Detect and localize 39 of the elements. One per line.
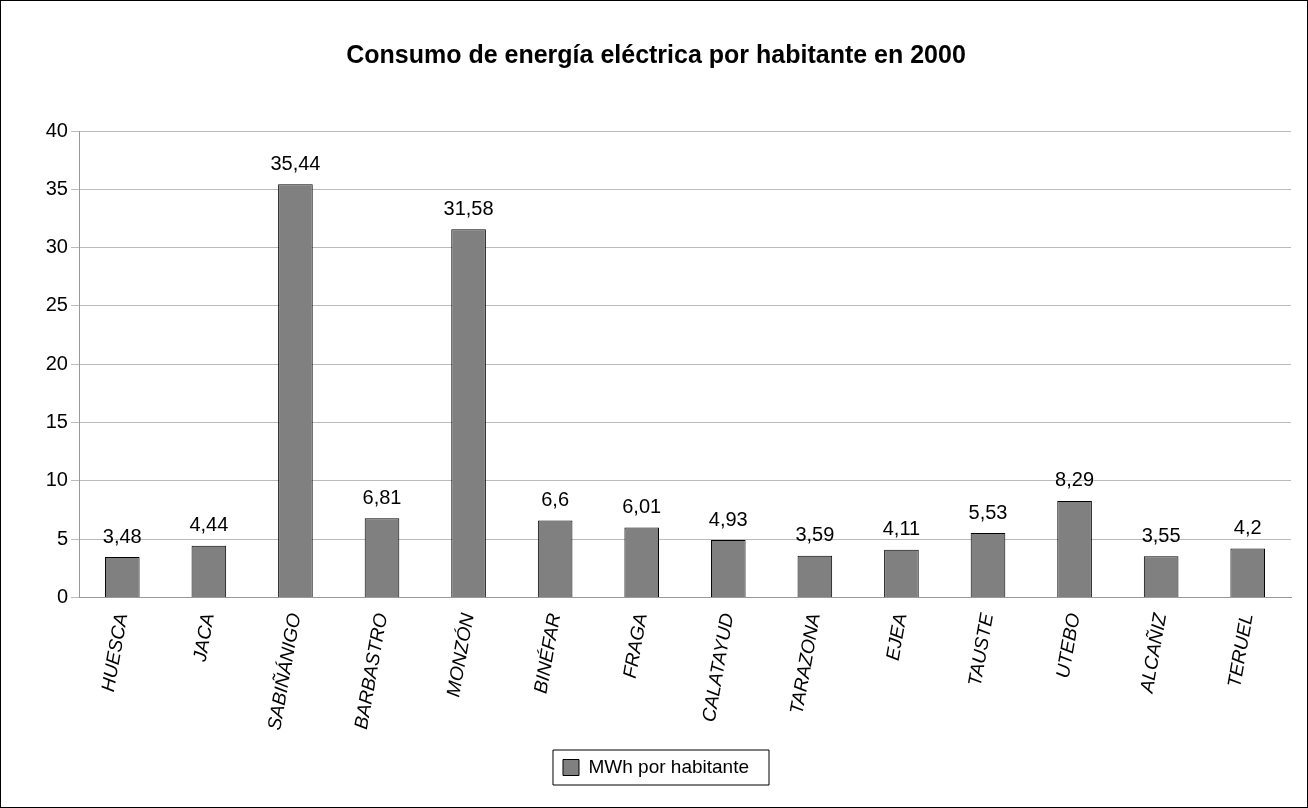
data-label: 4,93 [708, 507, 748, 530]
data-label: 4,2 [1233, 516, 1262, 539]
y-tick-label: 15 [45, 410, 68, 433]
y-tick-label: 40 [45, 118, 68, 141]
x-tick-label: MONZÓN [442, 611, 478, 699]
x-tick-label: UTEBO [1051, 611, 1084, 680]
y-tick-label: 20 [45, 351, 68, 374]
data-label: 3,48 [102, 524, 142, 547]
data-label: 31,58 [443, 196, 494, 219]
x-tick-label: JACA [188, 611, 218, 664]
x-tick-label: TERUEL [1223, 611, 1257, 690]
y-tick-label: 30 [45, 235, 68, 258]
y-tick-label: 25 [45, 293, 68, 316]
chart-title: Consumo de energía eléctrica por habitante en 2000 [346, 39, 966, 68]
data-label: 8,29 [1055, 468, 1095, 491]
x-tick-label: TARAZONA [785, 611, 824, 716]
y-tick-label: 35 [45, 176, 68, 199]
data-label: 6,6 [541, 488, 570, 511]
x-tick-label: EJEA [881, 611, 911, 662]
y-tick-label: 5 [56, 526, 68, 549]
x-tick-label: SABIÑÁNIGO [263, 611, 305, 732]
x-tick-label: ALCAÑIZ [1135, 610, 1171, 696]
x-tick-label: BINÉFAR [529, 611, 565, 695]
data-label: 4,11 [882, 517, 921, 540]
x-tick-label: CALATAYUD [697, 611, 738, 724]
data-label: 6,81 [362, 485, 402, 508]
y-tick-label: 10 [45, 468, 68, 491]
legend-label: MWh por habitante [588, 755, 750, 777]
x-tick-label: TAUSTE [963, 611, 998, 688]
data-label: 3,55 [1141, 523, 1181, 546]
y-tick-label: 0 [56, 585, 68, 608]
x-tick-label: HUESCA [96, 611, 132, 694]
x-tick-label: FRAGA [618, 611, 651, 680]
data-label: 4,44 [189, 513, 229, 536]
x-tick-label: BARBASTRO [350, 611, 392, 731]
data-label: 35,44 [270, 151, 321, 174]
data-label: 6,01 [622, 495, 662, 517]
data-label: 3,59 [795, 523, 835, 546]
data-label: 5,53 [968, 500, 1008, 523]
